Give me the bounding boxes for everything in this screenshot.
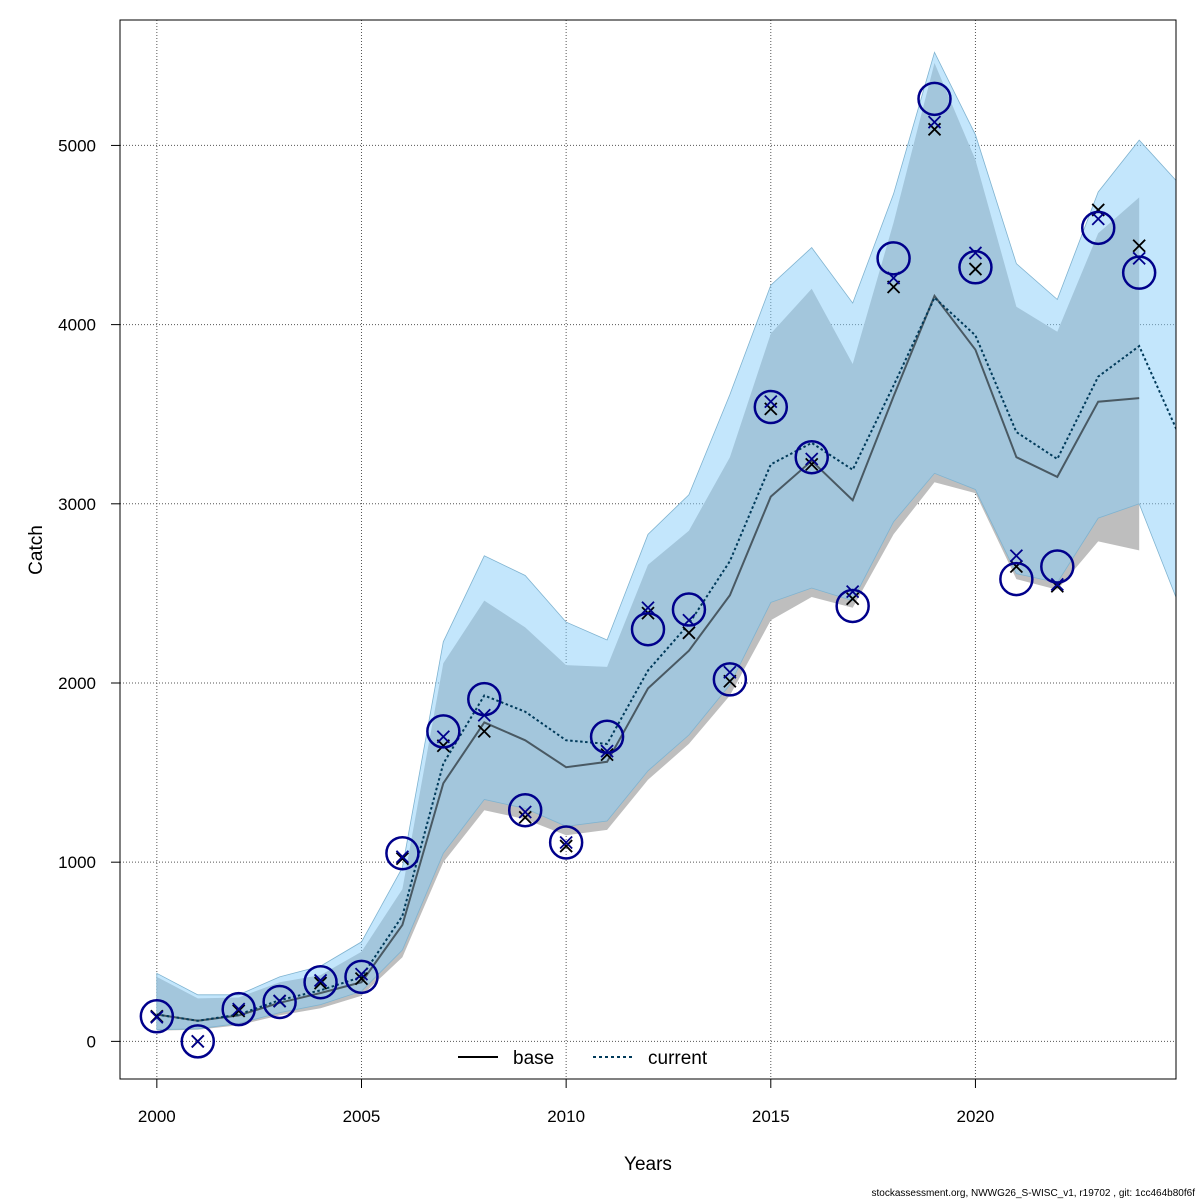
base-predicted-marker	[477, 724, 491, 739]
current-predicted-marker	[150, 1010, 164, 1024]
footer-credit: stockassessment.org, NWWG26_S-WISC_v1, r…	[872, 1188, 1196, 1199]
current-predicted-marker	[846, 584, 860, 599]
observed-point	[958, 250, 993, 285]
observed-point	[426, 714, 461, 749]
base-predicted-marker	[682, 626, 696, 640]
observed-point	[1121, 255, 1157, 290]
legend-current-label: current	[648, 1048, 708, 1069]
observed-point	[917, 81, 952, 117]
observed-point	[344, 959, 379, 995]
observed-point	[1040, 549, 1075, 584]
current-confidence-band	[156, 51, 1176, 1031]
observed-point	[999, 561, 1034, 597]
x-tick-label: 2015	[752, 1107, 790, 1126]
base-predicted-marker	[518, 810, 532, 825]
current-predicted-marker	[723, 665, 737, 679]
base-estimate-line	[156, 293, 1140, 1022]
base-predicted-marker	[232, 1004, 246, 1018]
current-predicted-marker	[600, 744, 614, 758]
observed-point	[139, 999, 175, 1034]
current-predicted-marker	[395, 850, 410, 864]
y-tick-label: 5000	[58, 136, 96, 155]
observed-point	[467, 681, 502, 717]
x-tick-label: 2005	[343, 1107, 381, 1126]
x-axis-title: Years	[624, 1154, 672, 1175]
base-predicted-marker	[600, 748, 614, 762]
y-tick-label: 2000	[58, 674, 96, 693]
observed-point	[385, 835, 420, 871]
current-predicted-marker	[436, 730, 450, 744]
observed-point	[753, 389, 789, 425]
current-predicted-marker	[641, 601, 655, 615]
current-predicted-marker	[1050, 577, 1064, 592]
base-predicted-marker	[354, 972, 369, 986]
data-points	[139, 81, 1157, 1059]
x-tick-label: 2010	[547, 1107, 585, 1126]
y-tick-label: 1000	[58, 853, 96, 872]
current-predicted-marker	[191, 1034, 205, 1049]
current-predicted-marker	[1091, 212, 1105, 226]
observed-point	[221, 991, 256, 1027]
base-predicted-marker	[1132, 239, 1146, 253]
current-predicted-marker	[1009, 549, 1024, 563]
observed-point	[876, 241, 911, 276]
y-tick-label: 3000	[58, 495, 96, 514]
current-predicted-marker	[805, 452, 819, 466]
x-tick-label: 2000	[138, 1107, 176, 1126]
axes: 2000 2005 2010 2015 2020 0 1000 2000 3000 4000 500…	[58, 136, 994, 1126]
legend: base current	[458, 1048, 708, 1069]
x-tick-label: 2020	[957, 1107, 995, 1126]
current-predicted-marker	[313, 973, 328, 988]
observed-point	[507, 792, 543, 828]
y-tick-label: 0	[87, 1032, 96, 1051]
observed-point	[835, 588, 870, 624]
current-predicted-marker	[559, 835, 573, 850]
current-estimate-line	[156, 296, 1176, 1022]
base-predicted-marker	[313, 976, 328, 990]
current-predicted-marker	[272, 994, 287, 1008]
current-predicted-marker	[354, 967, 369, 981]
current-predicted-marker	[232, 1002, 246, 1016]
observed-point	[303, 964, 338, 1000]
y-axis-title: Catch	[26, 525, 47, 575]
current-predicted-marker	[1132, 251, 1146, 265]
base-predicted-marker	[968, 262, 983, 276]
current-predicted-marker	[927, 115, 942, 129]
current-predicted-marker	[968, 246, 983, 260]
base-predicted-marker	[559, 839, 573, 853]
observed-point	[589, 719, 625, 755]
base-predicted-marker	[805, 457, 819, 472]
observed-point	[794, 439, 829, 475]
current-predicted-marker	[518, 805, 532, 819]
current-predicted-marker	[764, 395, 778, 409]
observed-point	[180, 1024, 216, 1059]
observed-point	[630, 611, 666, 647]
confidence-bands	[156, 51, 1176, 1031]
observed-point	[262, 984, 297, 1020]
estimate-lines	[156, 293, 1176, 1022]
observed-point	[671, 592, 707, 627]
observed-point	[1080, 210, 1116, 246]
observed-point	[548, 825, 584, 860]
base-predicted-marker	[395, 851, 410, 866]
y-tick-label: 4000	[58, 316, 96, 335]
observed-point	[712, 662, 748, 697]
legend-base-label: base	[513, 1048, 554, 1069]
